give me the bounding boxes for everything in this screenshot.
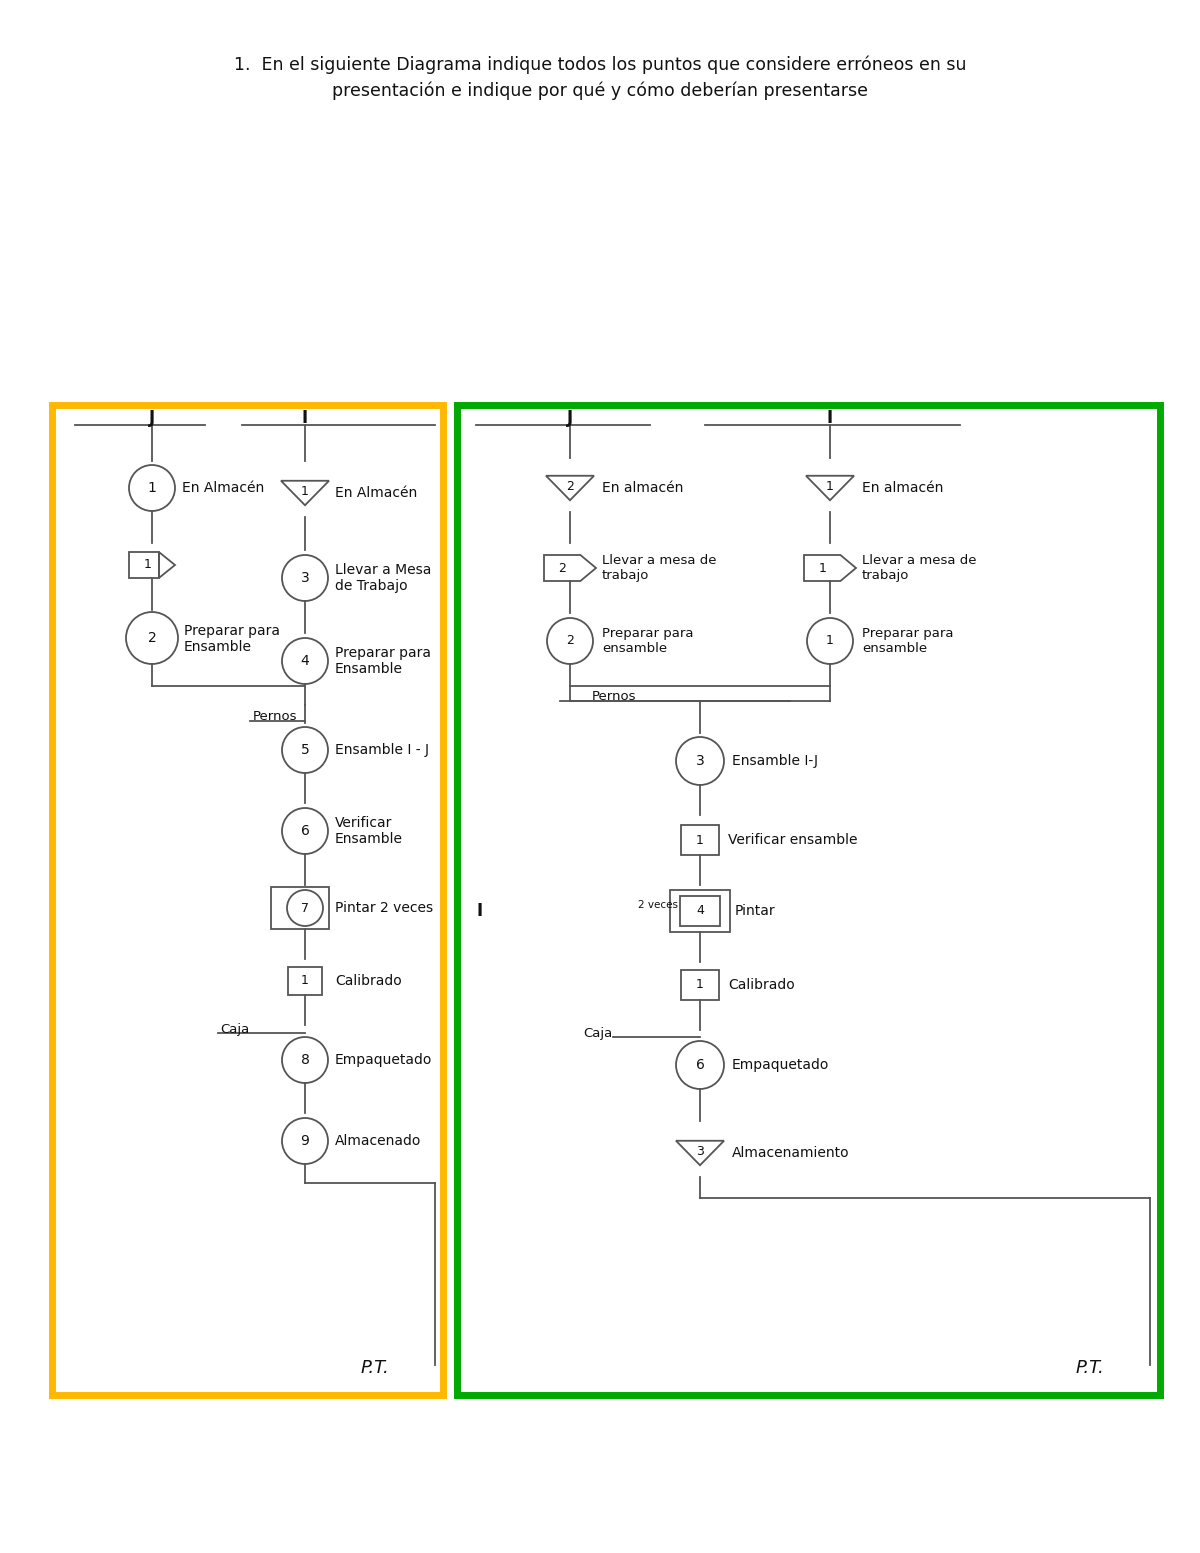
Text: 5: 5 <box>301 742 310 756</box>
Text: 1: 1 <box>696 834 704 846</box>
Text: de Trabajo: de Trabajo <box>335 579 408 593</box>
Text: Ensamble I-J: Ensamble I-J <box>732 755 818 769</box>
Text: trabajo: trabajo <box>602 570 649 582</box>
Text: 1: 1 <box>826 635 834 648</box>
Text: Caja: Caja <box>220 1023 250 1036</box>
Text: 4: 4 <box>301 654 310 668</box>
Text: 8: 8 <box>300 1053 310 1067</box>
Text: 1.  En el siguiente Diagrama indique todos los puntos que considere erróneos en : 1. En el siguiente Diagrama indique todo… <box>234 56 966 75</box>
Text: J: J <box>149 408 155 427</box>
Text: 1: 1 <box>696 978 704 991</box>
Text: 2: 2 <box>148 631 156 644</box>
Text: Calibrado: Calibrado <box>335 974 402 988</box>
Text: 2: 2 <box>566 635 574 648</box>
Text: 1: 1 <box>301 486 308 499</box>
Text: 3: 3 <box>696 1146 704 1159</box>
Text: Ensamble: Ensamble <box>335 662 403 676</box>
Text: Pernos: Pernos <box>592 691 636 704</box>
Text: En almacén: En almacén <box>602 481 683 495</box>
Text: 3: 3 <box>696 755 704 769</box>
Bar <box>457 405 1160 1395</box>
Bar <box>288 968 322 995</box>
Bar <box>682 971 719 1000</box>
Text: 2: 2 <box>558 562 566 575</box>
Text: Llevar a mesa de: Llevar a mesa de <box>862 553 977 567</box>
Text: 3: 3 <box>301 572 310 585</box>
Text: Preparar para: Preparar para <box>602 626 694 640</box>
Text: Ensamble: Ensamble <box>335 832 403 846</box>
Text: Llevar a Mesa: Llevar a Mesa <box>335 564 431 578</box>
Text: Caja: Caja <box>583 1028 613 1041</box>
Text: Ensamble I - J: Ensamble I - J <box>335 742 430 756</box>
Text: Pintar: Pintar <box>734 904 775 918</box>
Text: Preparar para: Preparar para <box>862 626 954 640</box>
Text: I: I <box>476 902 484 919</box>
Bar <box>52 405 443 1395</box>
Text: 2: 2 <box>566 480 574 494</box>
Text: Llevar a mesa de: Llevar a mesa de <box>602 553 716 567</box>
Text: Empaquetado: Empaquetado <box>732 1058 829 1072</box>
Text: 1: 1 <box>818 562 826 575</box>
Text: En Almacén: En Almacén <box>182 481 264 495</box>
Bar <box>271 887 329 929</box>
Bar <box>680 896 720 926</box>
Text: presentación e indique por qué y cómo deberían presentarse: presentación e indique por qué y cómo de… <box>332 82 868 101</box>
Text: J: J <box>566 408 574 427</box>
Text: 4: 4 <box>696 904 704 918</box>
Text: Pintar 2 veces: Pintar 2 veces <box>335 901 433 915</box>
Text: 6: 6 <box>696 1058 704 1072</box>
Text: Preparar para: Preparar para <box>335 646 431 660</box>
Text: I: I <box>827 408 833 427</box>
Text: Verificar ensamble: Verificar ensamble <box>728 832 858 846</box>
Text: ensamble: ensamble <box>602 643 667 655</box>
Text: Almacenado: Almacenado <box>335 1134 421 1148</box>
Bar <box>670 890 730 932</box>
Text: I: I <box>302 408 308 427</box>
Text: En almacén: En almacén <box>862 481 943 495</box>
Text: 1: 1 <box>826 480 834 494</box>
Text: Verificar: Verificar <box>335 815 392 829</box>
Text: P.T.: P.T. <box>1075 1359 1104 1378</box>
Bar <box>682 825 719 856</box>
Text: 1: 1 <box>301 974 308 988</box>
Text: Empaquetado: Empaquetado <box>335 1053 432 1067</box>
Text: Calibrado: Calibrado <box>728 978 794 992</box>
Text: 1: 1 <box>148 481 156 495</box>
Text: 1: 1 <box>144 559 151 572</box>
Text: En Almacén: En Almacén <box>335 486 418 500</box>
Text: 2 veces: 2 veces <box>638 901 678 910</box>
Text: P.T.: P.T. <box>361 1359 389 1378</box>
Text: ensamble: ensamble <box>862 643 928 655</box>
Text: Pernos: Pernos <box>253 711 298 724</box>
Text: 7: 7 <box>301 901 310 915</box>
Text: 6: 6 <box>300 825 310 839</box>
Text: Almacenamiento: Almacenamiento <box>732 1146 850 1160</box>
Text: trabajo: trabajo <box>862 570 910 582</box>
Text: Preparar para: Preparar para <box>184 624 280 638</box>
Text: Ensamble: Ensamble <box>184 640 252 654</box>
Text: 9: 9 <box>300 1134 310 1148</box>
